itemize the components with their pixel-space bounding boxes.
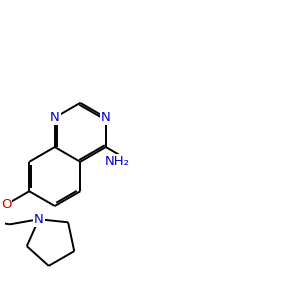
Text: NH₂: NH₂ bbox=[105, 154, 130, 167]
Text: N: N bbox=[34, 213, 44, 226]
Text: N: N bbox=[101, 111, 111, 124]
Text: N: N bbox=[50, 111, 60, 124]
Text: O: O bbox=[1, 198, 11, 211]
